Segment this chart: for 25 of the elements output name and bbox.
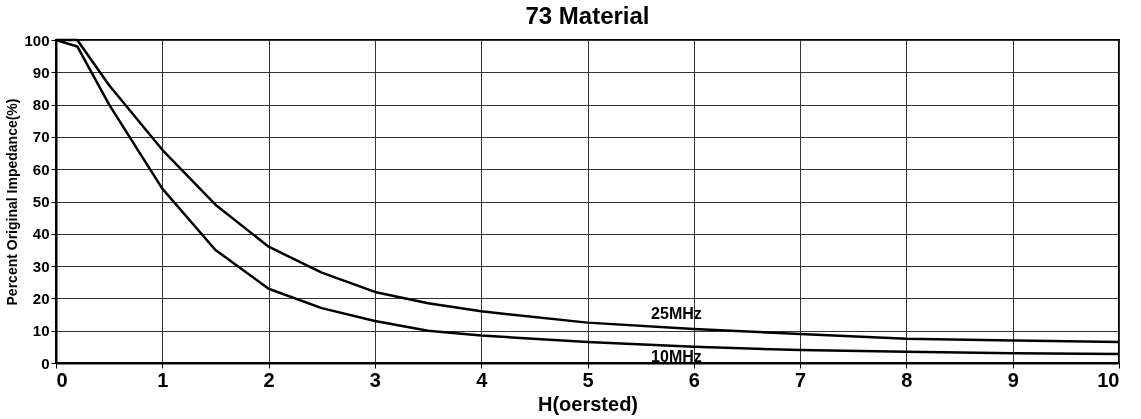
x-tick-label: 3	[369, 368, 381, 391]
y-axis-title: Percent Original Impedance(%)	[4, 98, 21, 306]
chart-title: 73 Material	[525, 2, 650, 29]
y-tick-label: 60	[32, 160, 50, 178]
x-tick-label: 9	[1007, 368, 1019, 391]
x-tick-label: 10	[1097, 368, 1120, 391]
y-tick-label: 100	[24, 31, 50, 49]
y-tick-label: 80	[32, 96, 50, 114]
x-tick-label: 1	[157, 368, 169, 391]
y-tick-label: 0	[41, 354, 50, 372]
x-tick-label: 0	[56, 368, 68, 391]
x-tick-label: 8	[901, 368, 913, 391]
x-tick-label: 2	[263, 368, 275, 391]
y-tick-label: 40	[32, 225, 50, 243]
y-tick-label: 50	[32, 193, 50, 210]
x-tick-label: 7	[795, 368, 807, 391]
x-tick-label: 6	[688, 368, 700, 391]
x-axis-title: H(oersted)	[537, 392, 639, 415]
y-tick-label: 10	[32, 322, 50, 340]
y-tick-label: 90	[32, 63, 50, 81]
y-tick-label: 20	[32, 289, 50, 307]
y-tick-label: 70	[32, 128, 50, 146]
x-tick-label: 4	[476, 368, 489, 391]
x-tick-label: 5	[582, 368, 594, 391]
y-tick-label: 30	[32, 257, 50, 275]
